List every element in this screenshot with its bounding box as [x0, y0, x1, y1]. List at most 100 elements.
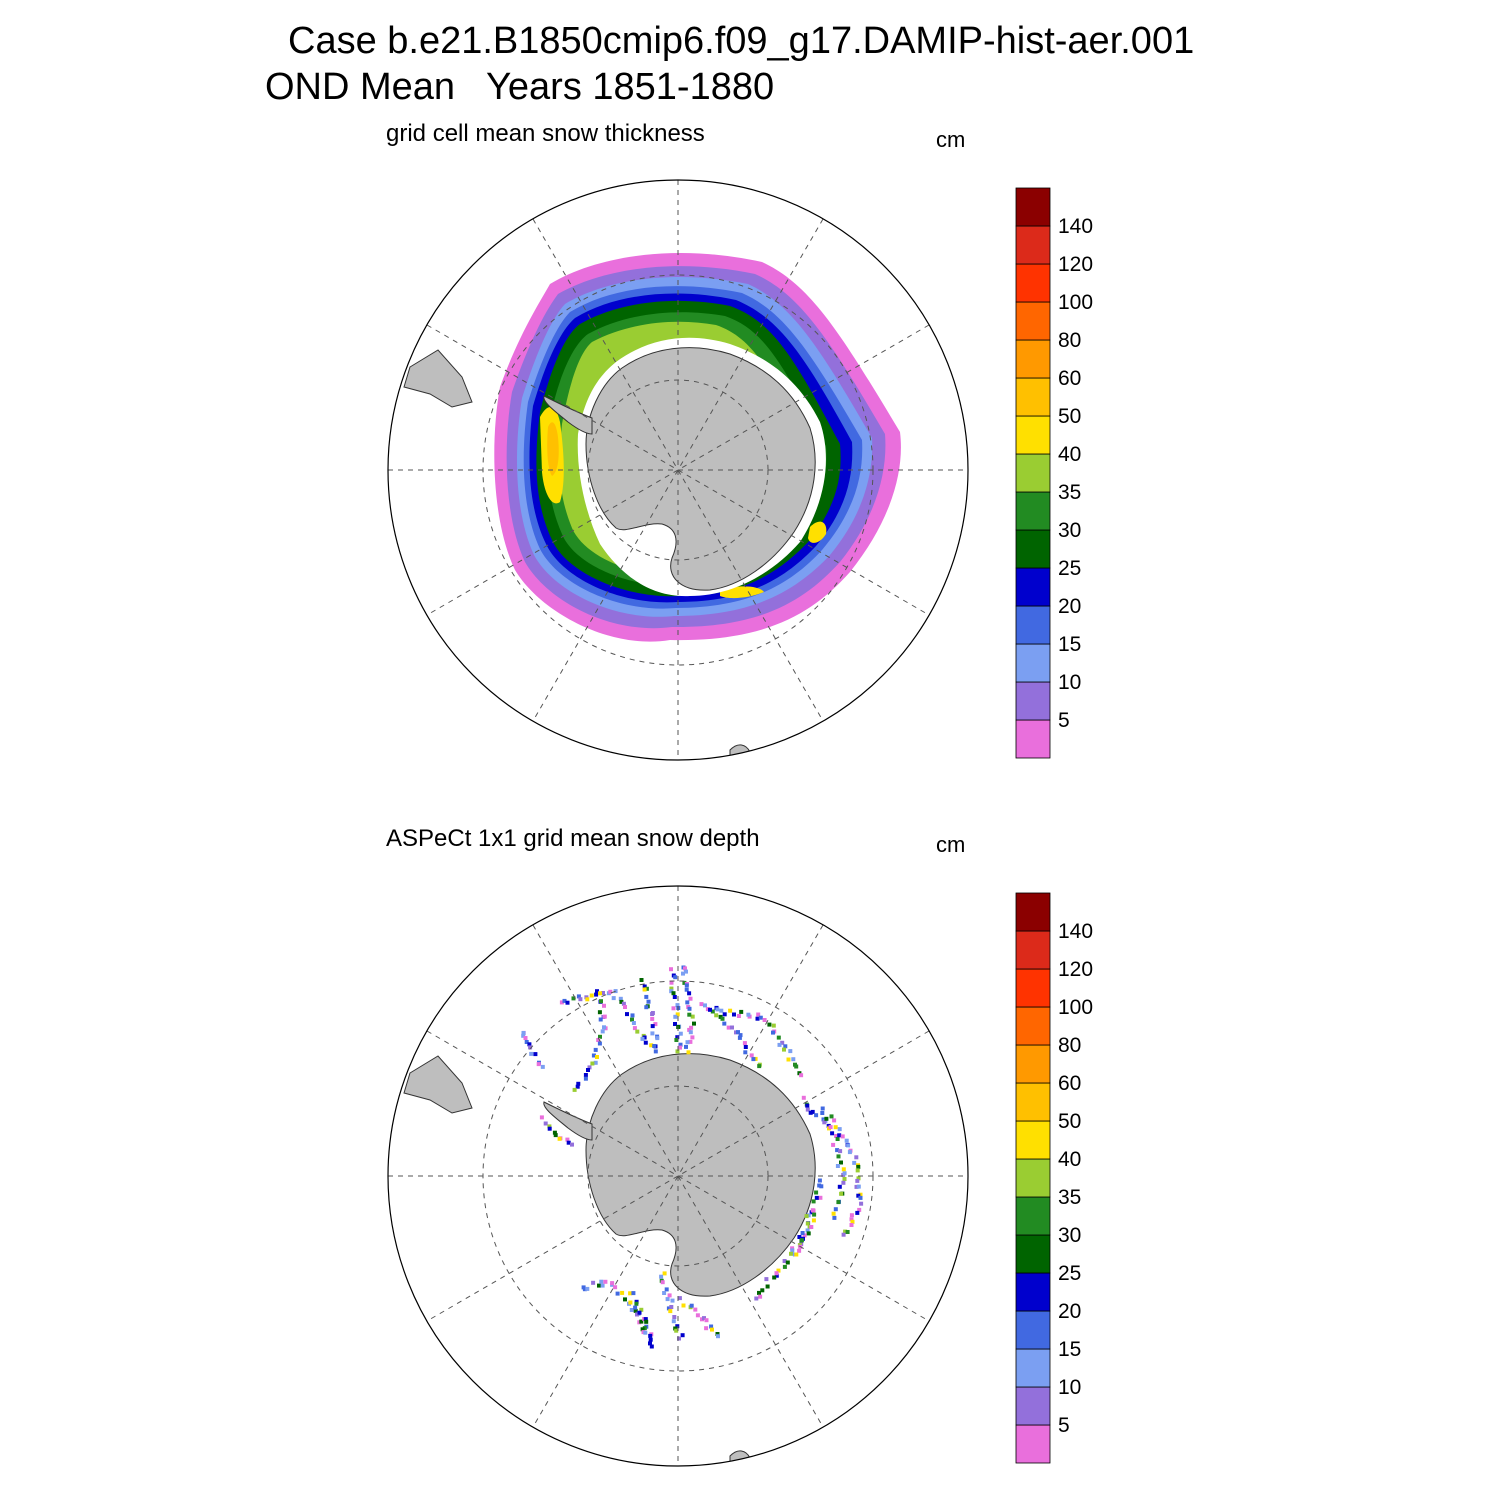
obs-cell: [635, 1312, 639, 1317]
obs-cell: [633, 1308, 638, 1313]
obs-cell: [591, 1053, 596, 1058]
colorbar-swatch: [1015, 1310, 1051, 1350]
obs-cell: [774, 1273, 779, 1278]
obs-cell: [811, 1199, 816, 1204]
obs-cell: [669, 989, 674, 994]
graticule: [388, 180, 968, 760]
obs-cell: [648, 1341, 652, 1346]
obs-cell: [687, 1027, 692, 1032]
colorbar-swatch: [1015, 1082, 1051, 1122]
obs-cell: [575, 1084, 580, 1089]
obs-cell: [650, 1024, 655, 1029]
colorbar-swatch: [1015, 453, 1051, 493]
colorbar-label: 35: [1058, 481, 1081, 504]
obs-cell: [805, 1228, 810, 1233]
obs-cell: [789, 1251, 793, 1256]
obs-cell: [675, 1012, 680, 1017]
obs-cell: [849, 1223, 854, 1227]
obs-cell: [543, 1121, 548, 1126]
obs-cell: [608, 989, 613, 994]
colorbar-swatch: [1015, 187, 1051, 227]
obs-cell: [595, 1055, 599, 1059]
obs-cell: [685, 1040, 690, 1045]
colorbar-label: 80: [1058, 1034, 1081, 1057]
obs-cell: [671, 1319, 676, 1324]
obs-cell: [805, 1107, 810, 1112]
obs-cell: [810, 1208, 815, 1213]
colorbar-swatch: [1015, 377, 1051, 417]
colorbar-label: 60: [1058, 1072, 1081, 1095]
obs-cell: [681, 971, 685, 976]
colorbar-label: 40: [1058, 443, 1081, 466]
obs-cell: [674, 1328, 679, 1333]
obs-cell: [684, 983, 689, 988]
obs-cell: [648, 1337, 653, 1342]
antarctica-landmass: [585, 347, 816, 591]
obs-cell: [806, 1231, 811, 1236]
obs-cell: [643, 1330, 648, 1335]
figure-title-case: Case b.e21.B1850cmip6.f09_g17.DAMIP-hist…: [288, 20, 1195, 62]
obs-cell: [699, 1002, 704, 1007]
obs-cell: [644, 1319, 649, 1324]
obs-cell: [655, 1036, 660, 1041]
colorbar-label: 15: [1058, 1338, 1081, 1361]
colorbar-label: 120: [1058, 958, 1093, 981]
obs-cell: [859, 1201, 864, 1206]
obs-cell: [840, 1134, 845, 1139]
obs-cell: [684, 1044, 688, 1049]
colorbar-label: 5: [1058, 709, 1070, 732]
obs-cell: [817, 1178, 822, 1183]
obs-cell: [650, 1016, 655, 1021]
colorbar-label: 140: [1058, 215, 1093, 238]
obs-cell: [783, 1044, 788, 1049]
obs-cell: [576, 994, 581, 999]
obs-cell: [771, 1030, 775, 1035]
obs-cell: [672, 995, 677, 999]
obs-cell: [528, 1045, 533, 1050]
obs-cell: [824, 1116, 829, 1121]
obs-cell: [786, 1057, 791, 1062]
obs-cell: [854, 1184, 859, 1189]
obs-cell: [844, 1138, 849, 1143]
obs-cell: [565, 1000, 570, 1005]
obs-cell: [688, 1039, 693, 1044]
obs-cell: [668, 1309, 673, 1314]
colorbar-label: 25: [1058, 557, 1081, 580]
obs-cell: [714, 1013, 719, 1018]
obs-cell: [686, 1050, 691, 1055]
obs-cell: [673, 1022, 677, 1026]
obs-cell: [598, 1034, 602, 1039]
obs-cell: [662, 1291, 667, 1295]
colorbar-swatch: [1015, 643, 1051, 683]
obs-cell: [613, 1285, 618, 1290]
obs-cell: [814, 1190, 819, 1195]
obs-cell: [611, 996, 616, 1001]
obs-cell: [799, 1238, 804, 1243]
colorbar-swatch: [1015, 968, 1051, 1008]
obs-cell: [849, 1213, 854, 1218]
south-america-landmass: [403, 1055, 473, 1114]
south-america-landmass: [403, 349, 473, 408]
obs-cell: [659, 1274, 664, 1279]
colorbar-label: 140: [1058, 920, 1093, 943]
obs-cell: [730, 1025, 734, 1030]
obs-cell: [849, 1217, 854, 1222]
obs-cell: [720, 1016, 725, 1021]
obs-cell: [675, 1003, 680, 1008]
obs-cell: [739, 1009, 744, 1014]
colorbar-label: 20: [1058, 595, 1081, 618]
obs-cell: [751, 1057, 756, 1062]
obs-cell: [597, 1010, 602, 1015]
obs-cell: [757, 1290, 761, 1295]
panel2-subtitle: ASPeCt 1x1 grid mean snow depth: [386, 825, 760, 852]
panel2-polar-map: [387, 885, 969, 1467]
obs-cell: [585, 997, 590, 1002]
obs-cell: [846, 1143, 851, 1148]
obs-cell: [841, 1180, 846, 1185]
obs-cell: [650, 1012, 655, 1016]
obs-cell: [690, 1014, 695, 1019]
obs-cell: [677, 1296, 682, 1301]
colorbar-swatch: [1015, 930, 1051, 970]
colorbar-swatch: [1015, 529, 1051, 569]
obs-cell: [644, 986, 649, 991]
